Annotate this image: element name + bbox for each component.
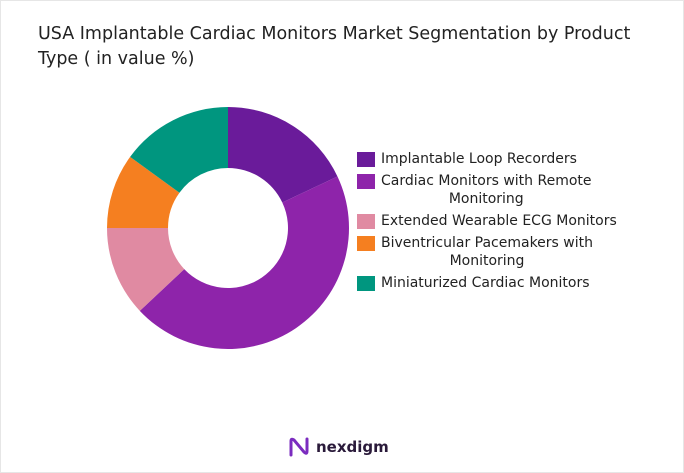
legend-item: Extended Wearable ECG Monitors [357,212,637,230]
legend-label-line: Implantable Loop Recorders [381,151,577,167]
legend-label-line: Monitoring [448,191,524,207]
logo-text: nexdigm [316,438,389,456]
legend-swatch [357,276,375,291]
legend-item: Implantable Loop Recorders [357,150,637,168]
donut-slice-1 [139,176,349,349]
legend-label-line: Extended Wearable ECG Monitors [381,213,617,229]
legend-swatch [357,152,375,167]
donut-slice-3 [107,156,180,228]
chart-title: USA Implantable Cardiac Monitors Market … [38,24,631,69]
legend-item: Cardiac Monitors with Remote Monitoring [357,172,637,208]
donut-slice-0 [228,107,338,203]
legend-item: Miniaturized Cardiac Monitors [357,274,637,292]
legend-label: Biventricular Pacemakers with Monitoring [381,234,593,270]
legend-label: Extended Wearable ECG Monitors [381,212,617,230]
legend-swatch [357,174,375,189]
nexdigm-logo-icon [289,437,309,457]
legend-swatch [357,236,375,251]
legend-item: Biventricular Pacemakers with Monitoring [357,234,637,270]
nexdigm-logo: nexdigm [288,436,389,458]
donut-slice-4 [130,107,228,193]
legend-swatch [357,214,375,229]
legend-label-line: Biventricular Pacemakers with [381,235,593,251]
legend-label-line: Monitoring [449,253,525,269]
donut-slice-2 [107,228,185,311]
legend-label-line: Miniaturized Cardiac Monitors [381,275,590,291]
legend: Implantable Loop Recorders Cardiac Monito… [357,150,637,296]
legend-label: Implantable Loop Recorders [381,150,577,168]
legend-label-line: Cardiac Monitors with Remote [381,173,592,189]
legend-label: Miniaturized Cardiac Monitors [381,274,590,292]
legend-label: Cardiac Monitors with Remote Monitoring [381,172,592,208]
